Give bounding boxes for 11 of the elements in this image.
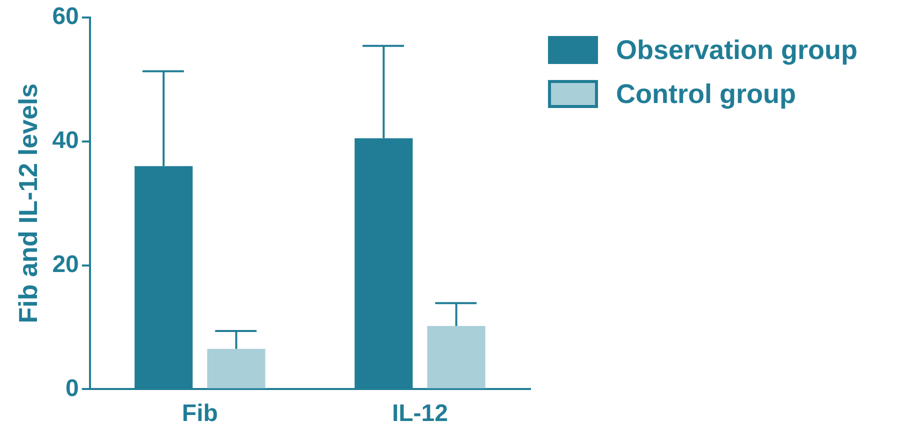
- x-tick-label: IL-12: [392, 400, 448, 428]
- y-tick-label: 20: [52, 250, 79, 278]
- x-tick-label: Fib: [182, 400, 218, 428]
- bar: [427, 326, 486, 388]
- bar: [207, 348, 266, 388]
- y-tick-label: 60: [52, 3, 79, 30]
- legend-label: Control group: [616, 78, 796, 110]
- y-axis-title: Fib and IL-12 levels: [12, 83, 43, 324]
- y-tick-label: 0: [66, 374, 79, 402]
- y-tick-label: 40: [52, 126, 79, 154]
- legend-label: Observation group: [616, 34, 858, 66]
